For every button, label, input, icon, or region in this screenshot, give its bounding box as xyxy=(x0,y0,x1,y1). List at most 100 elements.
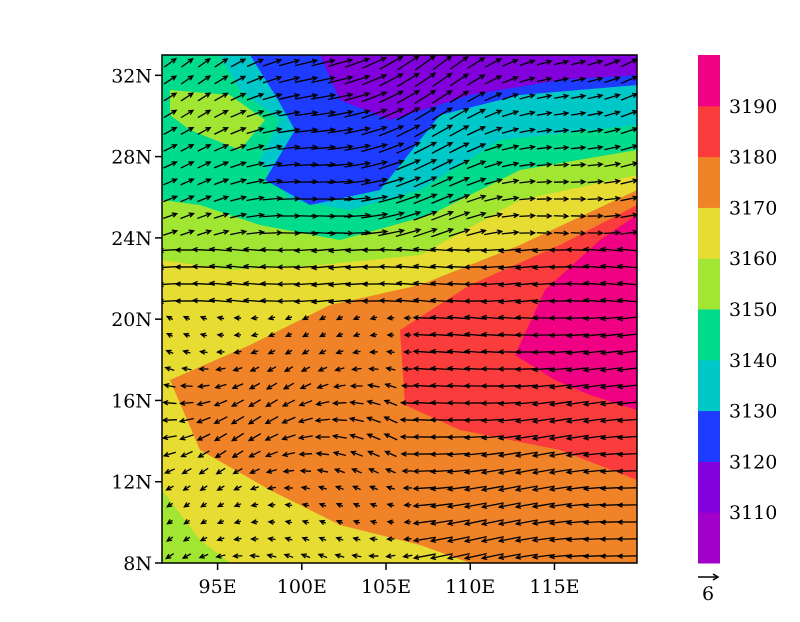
wind-vector xyxy=(162,451,177,458)
wind-vector xyxy=(429,536,453,543)
wind-vector xyxy=(215,553,226,559)
wind-vector xyxy=(620,195,637,202)
wind-vector xyxy=(361,91,388,103)
wind-vector xyxy=(497,553,521,560)
wind-vector xyxy=(514,536,538,543)
wind-vector xyxy=(197,161,212,169)
wind-vector xyxy=(604,93,621,100)
wind-vector xyxy=(553,93,570,100)
wind-vector xyxy=(414,124,437,138)
wind-vector xyxy=(318,519,327,526)
wind-vector xyxy=(570,93,587,100)
wind-vector xyxy=(281,434,296,441)
wind-vector xyxy=(361,142,388,153)
wind-vector xyxy=(379,73,404,87)
wind-vector xyxy=(225,280,250,287)
wind-vector xyxy=(284,502,293,508)
wind-vector xyxy=(284,519,293,525)
wind-vector xyxy=(232,366,243,372)
wind-vector xyxy=(300,485,310,491)
wind-vector xyxy=(327,58,354,68)
wind-vector xyxy=(514,519,538,526)
wind-vector xyxy=(333,468,345,474)
wind-vector xyxy=(293,264,318,271)
wind-vector xyxy=(519,195,537,202)
wind-vector xyxy=(582,366,606,373)
wind-vector xyxy=(283,366,294,373)
wind-vector xyxy=(327,126,354,134)
wind-vector xyxy=(446,536,470,544)
wind-vector xyxy=(183,502,191,508)
wind-vector xyxy=(570,230,587,236)
wind-vector xyxy=(281,416,296,424)
wind-vector xyxy=(284,315,293,321)
wind-vector xyxy=(246,58,265,68)
wind-vector xyxy=(182,332,191,339)
wind-vector xyxy=(620,229,637,236)
wind-vector xyxy=(413,193,438,205)
wind-vector xyxy=(165,315,174,321)
wind-vector xyxy=(395,176,422,188)
wind-vector xyxy=(180,212,195,220)
wind-vector xyxy=(480,485,504,492)
wind-vector xyxy=(604,59,621,67)
wind-vector xyxy=(281,399,296,407)
wind-vector xyxy=(446,552,470,561)
wind-vector xyxy=(215,467,226,475)
wind-vector xyxy=(225,263,250,270)
wind-vector xyxy=(344,195,372,201)
wind-vector xyxy=(400,451,415,457)
wind-vector xyxy=(386,315,395,321)
wind-vector xyxy=(230,399,245,407)
wind-vector xyxy=(570,59,587,66)
wind-vector xyxy=(570,110,587,117)
colorbar-label: 3160 xyxy=(729,248,777,270)
wind-vector xyxy=(412,502,437,509)
wind-vector xyxy=(344,143,372,152)
wind-vector xyxy=(334,366,345,372)
colorbar-label: 3180 xyxy=(729,147,777,169)
wind-vector xyxy=(501,229,520,236)
wind-vector xyxy=(216,315,225,321)
wind-vector xyxy=(197,109,212,119)
wind-vector xyxy=(230,109,247,118)
wind-vector xyxy=(249,485,259,491)
wind-vector xyxy=(378,176,405,187)
wind-vector xyxy=(403,536,412,542)
x-tick-label: 105E xyxy=(361,576,411,598)
wind-vector xyxy=(514,400,539,407)
wind-vector xyxy=(519,127,536,134)
wind-vector xyxy=(230,161,247,169)
wind-vector xyxy=(230,229,248,236)
wind-vector xyxy=(531,400,555,407)
wind-vector xyxy=(501,127,520,134)
colorbar-label: 3130 xyxy=(729,401,777,423)
wind-vector xyxy=(197,144,212,152)
wind-vector xyxy=(432,55,453,71)
wind-vector xyxy=(413,210,438,221)
wind-vector xyxy=(565,349,590,356)
wind-vector xyxy=(604,161,622,168)
wind-vector xyxy=(164,468,175,474)
wind-vector xyxy=(302,332,309,338)
wind-vector xyxy=(216,536,225,542)
wind-vector xyxy=(317,485,327,491)
wind-vector xyxy=(519,178,537,185)
axes: 8N 12N 16N 20N 24N 28N 32N 95E 100E 105E 110E 115E xyxy=(111,65,579,598)
wind-vector xyxy=(412,280,437,287)
wind-vector xyxy=(311,179,337,185)
wind-vector xyxy=(402,366,413,372)
wind-vector xyxy=(396,124,421,138)
wind-vector xyxy=(182,349,191,355)
wind-vector xyxy=(536,76,553,83)
wind-vector xyxy=(352,349,361,355)
wind-vector xyxy=(196,383,210,389)
wind-vector xyxy=(265,399,278,408)
wind-vector xyxy=(449,90,470,104)
wind-vector xyxy=(604,76,621,84)
wind-vector xyxy=(548,417,572,424)
y-tick-label: 32N xyxy=(111,65,152,87)
wind-vector xyxy=(570,196,587,202)
wind-vector xyxy=(484,178,504,186)
wind-vector xyxy=(449,73,470,87)
